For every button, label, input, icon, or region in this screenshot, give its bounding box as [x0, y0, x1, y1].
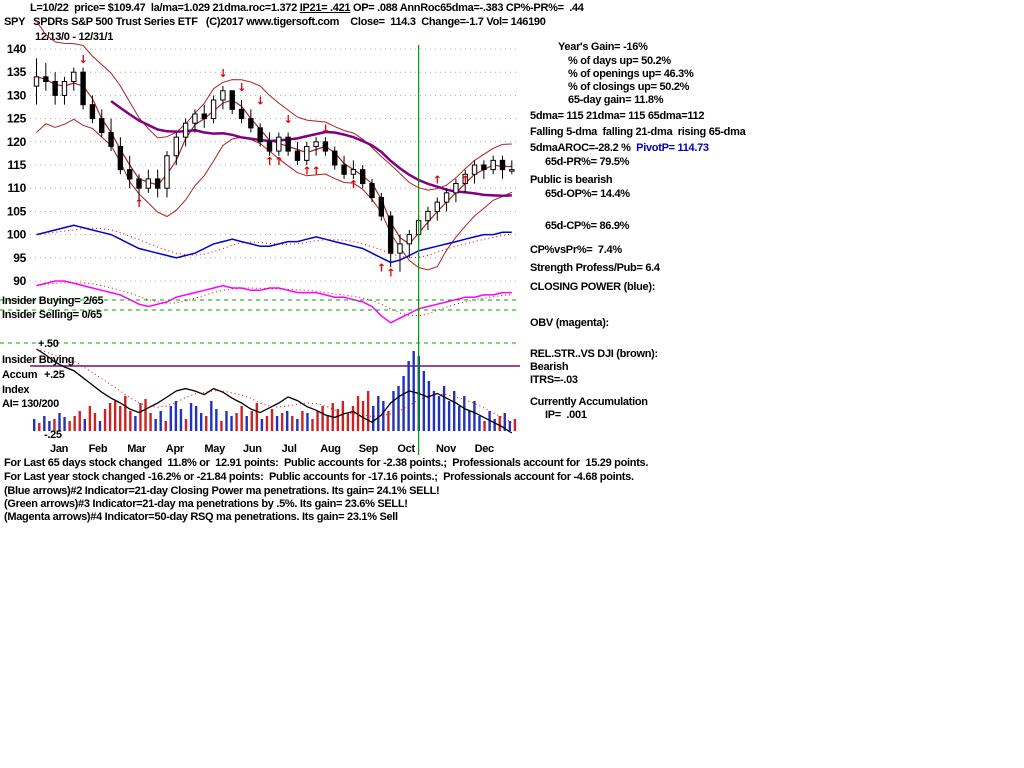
- svg-text:Dec: Dec: [475, 443, 494, 455]
- svg-text:↑: ↑: [302, 164, 311, 177]
- svg-text:Nov: Nov: [436, 443, 457, 455]
- svg-text:135: 135: [7, 65, 27, 79]
- svg-text:Jun: Jun: [243, 443, 262, 455]
- svg-text:Jan: Jan: [50, 443, 69, 455]
- footer-green-arrows-indicator: (Green arrows)#3 Indicator=21-day ma pen…: [4, 498, 408, 510]
- stat-public-sentiment: Public is bearish: [530, 174, 613, 186]
- stat-pivot: PivotP= 114.73: [636, 142, 709, 154]
- svg-text:Feb: Feb: [89, 443, 108, 455]
- ai-scale-plus50: +.50: [38, 338, 59, 350]
- svg-text:95: 95: [13, 251, 26, 265]
- stat-itrs: ITRS=-.03: [530, 374, 578, 386]
- footer-blue-arrows-indicator: (Blue arrows)#2 Indicator=21-day Closing…: [4, 485, 440, 497]
- insider-buying-label: Insider Buying= 2/65: [2, 295, 104, 307]
- stat-currently: Currently Accumulation: [530, 396, 648, 408]
- svg-text:90: 90: [13, 274, 26, 288]
- footer-year-summary: For Last year stock changed -16.2% or -2…: [4, 471, 634, 483]
- svg-text:May: May: [204, 443, 226, 455]
- stat-cp-vs-pr: CP%vsPr%= 7.4%: [530, 244, 622, 256]
- svg-text:130: 130: [7, 88, 27, 102]
- stat-65day-gain: 65-day gain= 11.8%: [568, 94, 664, 106]
- stat-ip: IP= .001: [545, 409, 587, 421]
- accum-index-label-4: AI= 130/200: [2, 398, 59, 410]
- stat-closings-up: % of closings up= 50.2%: [568, 81, 690, 93]
- svg-text:↓: ↓: [284, 113, 293, 126]
- svg-text:Apr: Apr: [166, 443, 185, 455]
- svg-text:↓: ↓: [256, 95, 265, 108]
- svg-text:↑: ↑: [433, 174, 442, 187]
- stat-dma-trend: Falling 5-dma falling 21-dma rising 65-d…: [530, 126, 746, 138]
- svg-text:↓: ↓: [218, 67, 227, 80]
- svg-text:Mar: Mar: [127, 443, 147, 455]
- accum-index-label-2: Accum: [2, 369, 38, 381]
- footer-magenta-arrows-indicator: (Magenta arrows)#4 Indicator=50-day RSQ …: [4, 511, 398, 523]
- accum-index-label-1: Insider Buying: [2, 354, 75, 366]
- header-stats-post: OP= .088 AnnRoc65dma=-.383 CP%-PR%= .44: [350, 2, 584, 14]
- svg-text:↑: ↑: [274, 155, 283, 168]
- svg-text:↑: ↑: [265, 155, 274, 168]
- svg-text:100: 100: [7, 228, 27, 242]
- svg-text:↑: ↑: [377, 262, 386, 275]
- svg-text:110: 110: [8, 181, 27, 195]
- svg-text:↓: ↓: [79, 53, 88, 66]
- svg-text:Sep: Sep: [359, 443, 379, 455]
- stat-days-up: % of days up= 50.2%: [568, 55, 671, 67]
- accum-index-label-3: Index: [2, 384, 30, 396]
- svg-text:↑: ↑: [312, 164, 321, 177]
- closing-power-legend: CLOSING POWER (blue):: [530, 281, 656, 293]
- stat-openings-up: % of openings up= 46.3%: [568, 68, 694, 80]
- svg-text:↑: ↑: [386, 266, 395, 279]
- svg-text:115: 115: [8, 158, 27, 172]
- svg-text:↑: ↑: [461, 174, 470, 187]
- stat-aroc-pivot: 5dmaAROC=-28.2 % PivotP= 114.73: [530, 142, 709, 154]
- svg-text:↓: ↓: [237, 81, 246, 94]
- relstr-legend: REL.STR..VS DJI (brown):: [530, 348, 658, 360]
- stat-aroc: 5dmaAROC=-28.2 %: [530, 142, 637, 154]
- date-range: 12/13/0 - 12/31/1: [35, 31, 114, 43]
- ai-scale-plus25: +.25: [44, 369, 65, 381]
- stat-65d-op: 65d-OP%= 14.4%: [545, 188, 630, 200]
- main-chart-svg[interactable]: 140 135 130 125 120 115 110 105 100 95 90 Jan Feb Mar…: [0, 0, 524, 456]
- obv-legend: OBV (magenta):: [530, 317, 609, 329]
- stat-dmas: 5dma= 115 21dma= 115 65dma=112: [530, 110, 705, 122]
- stat-65d-pr: 65d-PR%= 79.5%: [545, 156, 630, 168]
- svg-text:120: 120: [7, 135, 27, 149]
- svg-text:140: 140: [7, 42, 27, 56]
- relstr-status: Bearish: [530, 361, 569, 373]
- header-title-line: SPY SPDRs S&P 500 Trust Series ETF (C)20…: [4, 16, 546, 28]
- stat-years-gain: Year's Gain= -16%: [558, 41, 648, 53]
- svg-text:Oct: Oct: [397, 443, 415, 455]
- svg-text:↑: ↑: [349, 178, 358, 191]
- svg-text:Aug: Aug: [320, 443, 340, 455]
- svg-text:125: 125: [7, 112, 27, 126]
- footer-65day-summary: For Last 65 days stock changed 11.8% or …: [4, 457, 649, 469]
- svg-text:↓: ↓: [321, 123, 330, 136]
- ai-scale-minus25: -.25: [44, 429, 62, 441]
- header-stats-pre: L=10/22 price= $109.47 la/ma=1.029 21dma…: [30, 2, 300, 14]
- header-stats-line: L=10/22 price= $109.47 la/ma=1.029 21dma…: [30, 2, 584, 14]
- stat-65d-cp: 65d-CP%= 86.9%: [545, 220, 630, 232]
- header-ip21-value: IP21= .421: [299, 2, 351, 14]
- svg-text:105: 105: [7, 204, 27, 218]
- svg-text:Jul: Jul: [282, 443, 297, 455]
- stat-strength: Strength Profess/Pub= 6.4: [530, 262, 660, 274]
- svg-text:↑: ↑: [135, 197, 144, 210]
- insider-selling-label: Insider Selling= 0/65: [2, 309, 102, 321]
